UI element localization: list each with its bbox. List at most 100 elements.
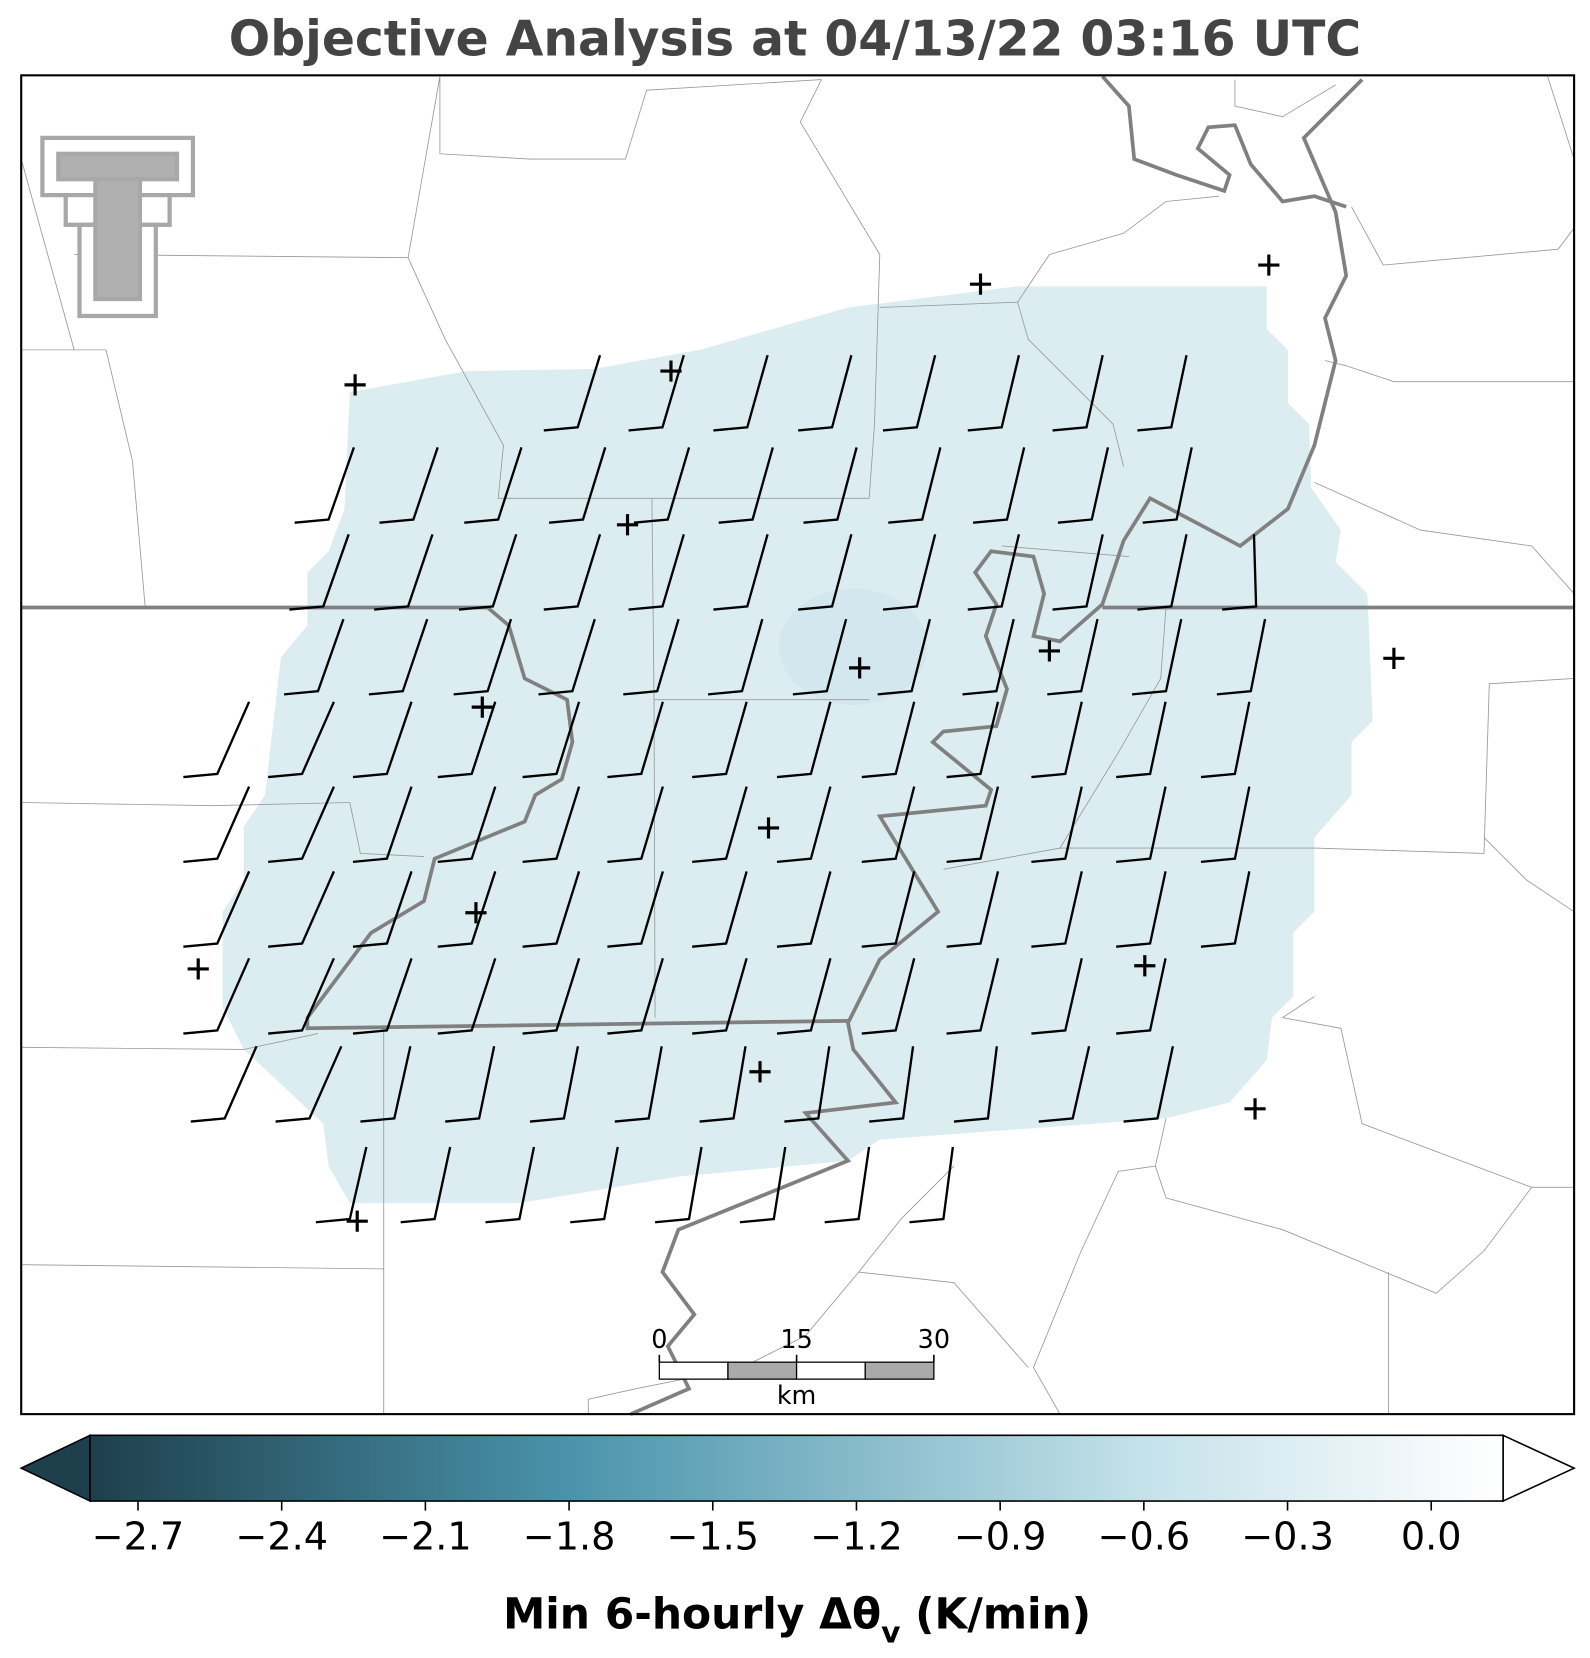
wind-barbs bbox=[183, 354, 1267, 1224]
wind-barb bbox=[183, 870, 251, 948]
wind-barb bbox=[543, 354, 602, 432]
wind-barb bbox=[692, 871, 748, 948]
wind-barb bbox=[268, 701, 335, 779]
wind-barb bbox=[190, 1045, 258, 1123]
wind-barb bbox=[607, 701, 664, 779]
colorbar-tick-label: −0.9 bbox=[954, 1515, 1047, 1559]
scale-segment bbox=[727, 1361, 798, 1380]
wind-barb bbox=[437, 786, 497, 864]
wind-barb bbox=[268, 957, 335, 1035]
colorbar-tick-label: −0.3 bbox=[1241, 1515, 1334, 1559]
state-lines bbox=[21, 75, 1575, 1416]
ttu-logo bbox=[40, 135, 196, 319]
wind-barb bbox=[707, 618, 764, 696]
station-marker bbox=[465, 902, 487, 924]
wind-barb bbox=[784, 1046, 831, 1123]
scale-bar: 0 15 30 km bbox=[651, 1324, 950, 1410]
map-frame bbox=[20, 74, 1576, 1416]
colorbar-label: Min 6-hourly Δθv (K/min) bbox=[503, 1589, 1091, 1650]
station-marker bbox=[1383, 647, 1405, 669]
wind-barb bbox=[183, 786, 251, 864]
wind-barb bbox=[1052, 354, 1104, 432]
colorbar-tick-label: 0.0 bbox=[1401, 1515, 1462, 1559]
station-marker bbox=[969, 273, 992, 295]
wind-barb bbox=[803, 447, 858, 524]
wind-barb bbox=[352, 957, 413, 1035]
wind-barb bbox=[861, 701, 916, 779]
wind-barb bbox=[798, 354, 853, 432]
wind-barb bbox=[1123, 1046, 1175, 1123]
wind-barb bbox=[792, 618, 848, 696]
label-main: Min 6-hourly Δθ bbox=[503, 1589, 881, 1638]
station-marker bbox=[471, 696, 493, 718]
colorbar-tick-label: −0.6 bbox=[1098, 1515, 1191, 1559]
wind-barb bbox=[289, 533, 350, 611]
wind-barb bbox=[654, 1146, 703, 1224]
station-marker bbox=[660, 360, 682, 382]
wind-barb bbox=[607, 957, 664, 1035]
wind-barb bbox=[776, 958, 832, 1035]
county-lines bbox=[20, 76, 1575, 1415]
station-marker bbox=[849, 657, 871, 679]
wind-barb bbox=[374, 533, 434, 611]
wind-barb bbox=[972, 447, 1026, 524]
wind-barb bbox=[352, 701, 413, 779]
analysis-minimum bbox=[779, 588, 928, 705]
wind-barb bbox=[400, 1146, 452, 1224]
wind-barb bbox=[522, 957, 581, 1035]
title: Objective Analysis at 04/13/22 03:16 UTC bbox=[229, 11, 1361, 67]
wind-barb bbox=[1142, 447, 1193, 524]
wind-barb bbox=[607, 871, 664, 948]
wind-barb bbox=[798, 534, 853, 611]
label-sub: v bbox=[881, 1615, 900, 1650]
wind-barb bbox=[869, 1046, 915, 1123]
wind-barb bbox=[437, 871, 497, 948]
wind-barb bbox=[570, 1146, 619, 1224]
wind-barb bbox=[824, 1146, 871, 1224]
wind-barb bbox=[1200, 786, 1251, 864]
colorbar-body bbox=[89, 1434, 1504, 1502]
wind-barb bbox=[861, 786, 916, 864]
wind-barb bbox=[946, 958, 1000, 1035]
wind-barb bbox=[861, 958, 916, 1035]
colorbar-tick-label: −2.1 bbox=[379, 1515, 472, 1559]
colorbar: −2.7 −2.4 −2.1 −1.8 −1.5 −1.2 −0.9 −0.6 −0.3 0.0 bbox=[19, 1434, 1576, 1559]
wind-barb bbox=[543, 533, 602, 611]
wind-barb bbox=[1031, 786, 1083, 864]
wind-barb bbox=[962, 618, 1015, 696]
colorbar-tick-label: −1.8 bbox=[523, 1515, 616, 1559]
wind-barb bbox=[946, 786, 1000, 864]
station-marker bbox=[616, 514, 639, 536]
wind-barb bbox=[607, 786, 664, 864]
wind-barb bbox=[1131, 618, 1183, 696]
wind-barb bbox=[713, 534, 769, 611]
wind-barb bbox=[1200, 871, 1251, 948]
wind-barb bbox=[1031, 701, 1083, 779]
wind-barb bbox=[1116, 786, 1167, 864]
stations bbox=[187, 254, 1405, 1232]
wind-barb bbox=[888, 447, 942, 524]
wind-barb bbox=[437, 957, 497, 1035]
wind-barb bbox=[352, 871, 413, 948]
scale-unit: km bbox=[777, 1380, 817, 1410]
wind-barb bbox=[1047, 618, 1099, 696]
wind-barb bbox=[861, 871, 916, 948]
label-unit: (K/min) bbox=[900, 1589, 1091, 1638]
station-marker bbox=[1258, 254, 1280, 276]
wind-barb bbox=[522, 701, 581, 779]
wind-barb bbox=[315, 1146, 368, 1224]
scale-segment bbox=[658, 1361, 729, 1380]
wind-barb bbox=[522, 871, 581, 948]
wind-barb bbox=[628, 354, 685, 432]
wind-barb bbox=[877, 618, 932, 696]
scale-segment bbox=[795, 1361, 866, 1380]
wind-barb bbox=[1052, 534, 1104, 611]
wind-barb bbox=[967, 354, 1021, 432]
wind-barb bbox=[548, 447, 607, 524]
wind-barb bbox=[776, 786, 832, 864]
wind-barb bbox=[776, 701, 832, 779]
wind-barb bbox=[946, 871, 1000, 948]
wind-barb bbox=[445, 1046, 496, 1123]
station-marker bbox=[344, 374, 366, 396]
